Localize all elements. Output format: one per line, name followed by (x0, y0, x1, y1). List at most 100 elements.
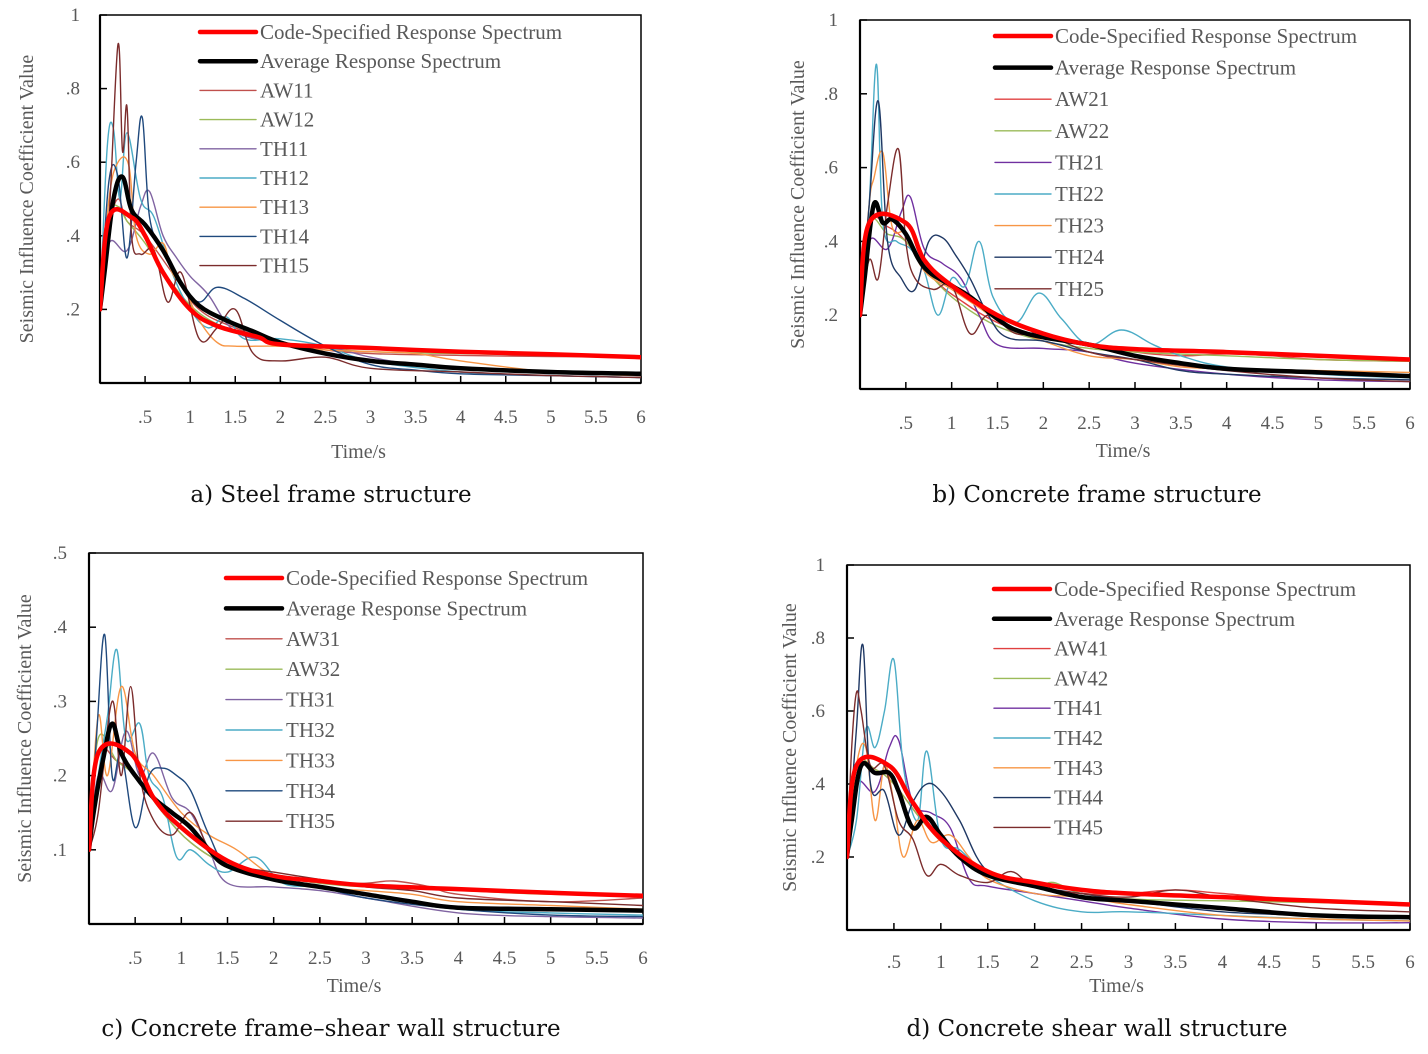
legend-label: TH31 (286, 688, 335, 712)
legend-label: AW32 (286, 657, 340, 681)
series-line-th13 (100, 156, 641, 377)
legend: Code-Specified Response Spectrum Average … (197, 20, 562, 278)
x-tick-label: 6 (636, 407, 646, 428)
x-tick-label: 6 (638, 948, 648, 969)
x-tick-label: 5.5 (1352, 413, 1376, 434)
legend-label: TH21 (1055, 150, 1104, 174)
x-tick-label: 5 (1314, 413, 1324, 434)
x-tick-label: 5 (546, 407, 556, 428)
chart-concrete-frame: .2.4.6.81.5 1 1.5 2 2.5 3 3.5 4 4.5 5 5.5 6Time/sSe… (787, 10, 1415, 508)
x-tick-label: 1.5 (986, 413, 1010, 434)
legend-label: Average Response Spectrum (260, 49, 501, 73)
x-tick-label: 1.5 (223, 407, 247, 428)
legend-label: AW22 (1055, 119, 1109, 143)
series-line-th24 (860, 100, 1410, 381)
series-line-average-response-spectrum (100, 174, 641, 377)
x-tick-label: 4 (454, 948, 464, 969)
series-line-th32 (89, 648, 643, 916)
y-tick-label: .1 (53, 840, 67, 861)
series-line-code-specified-response-spectrum (847, 754, 1410, 907)
y-tick-label: .2 (811, 847, 825, 868)
legend: Code-Specified Response Spectrum Average … (223, 566, 588, 833)
x-tick-label: 3.5 (1164, 952, 1188, 973)
series-lines (89, 633, 643, 919)
x-tick-label: 3 (366, 407, 376, 428)
x-tick-label: 2 (1039, 413, 1049, 434)
legend-label: Code-Specified Response Spectrum (286, 566, 588, 590)
series-line-th14 (100, 115, 641, 379)
legend-label: Code-Specified Response Spectrum (1054, 577, 1356, 601)
legend-label: AW12 (260, 108, 314, 132)
x-tick-label: 5.5 (1351, 952, 1375, 973)
legend-label: TH22 (1055, 182, 1104, 206)
legend-label: TH42 (1054, 726, 1103, 750)
x-tick-label: .5 (138, 407, 152, 428)
legend-label: Average Response Spectrum (1055, 56, 1296, 80)
legend-label: Average Response Spectrum (286, 596, 527, 620)
series-line-th23 (860, 150, 1410, 374)
y-axis-title: Seismic Influence Coefficient Value (779, 603, 801, 892)
series-line-th15 (100, 43, 641, 379)
series-line-code-specified-response-spectrum (89, 741, 643, 899)
y-tick-label: .4 (53, 617, 68, 638)
legend-label: TH41 (1054, 696, 1103, 720)
x-tick-label: 2 (269, 948, 279, 969)
x-tick-label: 1 (177, 948, 187, 969)
x-tick-label: 4.5 (494, 407, 518, 428)
y-tick-label: .4 (66, 226, 81, 247)
legend-label: TH11 (260, 137, 308, 161)
y-axis-title: Seismic Influence Coefficient Value (16, 55, 38, 344)
x-tick-label: 4.5 (493, 948, 517, 969)
legend-label: TH45 (1054, 815, 1103, 839)
x-tick-label: 1.5 (976, 952, 1000, 973)
legend-label: TH44 (1054, 786, 1103, 810)
legend-label: TH12 (260, 166, 309, 190)
series-line-th45 (847, 690, 1410, 913)
y-tick-label: .2 (53, 766, 67, 787)
series-lines (860, 63, 1410, 383)
legend-label: TH24 (1055, 245, 1104, 269)
y-tick-label: .3 (53, 691, 67, 712)
x-tick-label: 4 (1218, 952, 1228, 973)
legend-label: TH23 (1055, 214, 1104, 238)
series-line-th12 (100, 121, 641, 379)
x-tick-label: 3 (1124, 952, 1134, 973)
legend-label: TH34 (286, 779, 335, 803)
x-tick-label: 1.5 (216, 948, 240, 969)
x-tick-label: 4 (1222, 413, 1232, 434)
legend-label: AW42 (1054, 666, 1108, 690)
x-tick-label: 6 (1405, 413, 1415, 434)
legend-label: TH35 (286, 809, 335, 833)
x-tick-label: 3.5 (1169, 413, 1193, 434)
legend-label: TH32 (286, 718, 335, 742)
legend-label: TH43 (1054, 756, 1103, 780)
x-tick-label: 2 (1030, 952, 1040, 973)
legend: Code-Specified Response Spectrum Average … (992, 24, 1357, 301)
subfigure-caption: b) Concrete frame structure (932, 482, 1261, 508)
legend-label: AW41 (1054, 637, 1108, 661)
x-axis-title: Time/s (1096, 440, 1151, 462)
x-tick-label: 5.5 (585, 948, 609, 969)
x-tick-label: 2.5 (308, 948, 332, 969)
chart-steel-frame: .2.4.6.81.5 1 1.5 2 2.5 3 3.5 4 4.5 5 5.5 6Time/sSe… (16, 5, 646, 508)
x-tick-label: 3.5 (400, 948, 424, 969)
y-tick-label: .2 (824, 305, 838, 326)
x-tick-label: 4.5 (1257, 952, 1281, 973)
series-lines (847, 643, 1410, 924)
x-tick-label: .5 (899, 413, 913, 434)
x-tick-label: 2 (276, 407, 286, 428)
legend-label: TH15 (260, 254, 309, 278)
series-line-th33 (89, 685, 643, 910)
series-lines (100, 43, 641, 379)
series-line-th42 (847, 657, 1410, 922)
legend-label: AW11 (260, 78, 314, 102)
legend: Code-Specified Response Spectrum Average … (991, 577, 1356, 839)
y-tick-label: .8 (824, 84, 838, 105)
x-axis-title: Time/s (327, 975, 382, 997)
subfigure-caption: d) Concrete shear wall structure (907, 1016, 1288, 1042)
y-axis-title: Seismic Influence Coefficient Value (787, 60, 809, 349)
y-tick-label: .5 (53, 543, 67, 564)
y-axis-title: Seismic Influence Coefficient Value (14, 594, 36, 883)
chart-frame-shear-wall: .1 .2 .3 .4 .5 .5 1 1.5 2 2.5 3 3.5 4 4.5 5 5.5 6 Time/s S… (14, 543, 648, 1042)
legend-label: TH33 (286, 748, 335, 772)
